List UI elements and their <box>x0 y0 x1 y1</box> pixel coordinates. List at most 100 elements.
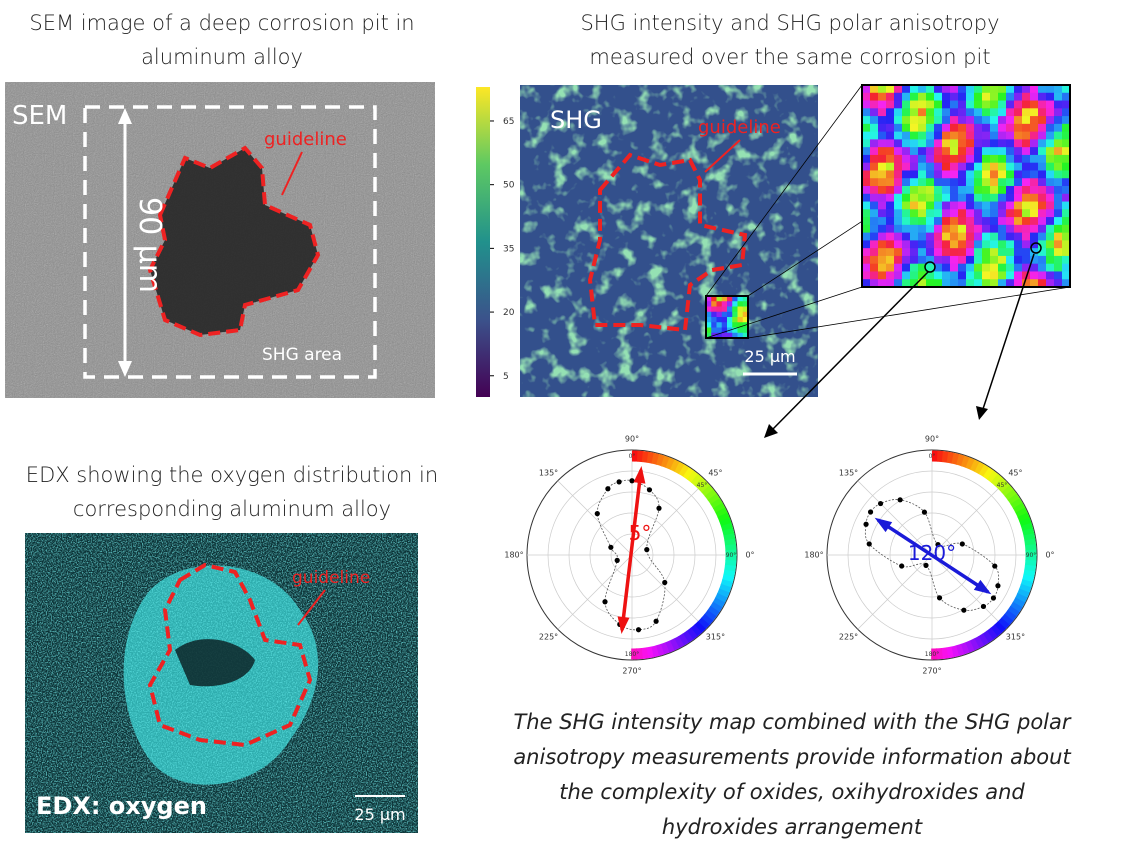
hue-ring <box>658 459 664 461</box>
patch <box>910 163 919 171</box>
patch <box>990 147 999 155</box>
hue-ring <box>701 621 705 625</box>
patch <box>711 307 717 313</box>
patch <box>910 178 919 186</box>
patch <box>878 225 887 233</box>
patch <box>878 132 887 140</box>
patch <box>1054 178 1063 186</box>
data-point <box>608 545 613 550</box>
patch <box>1022 217 1031 225</box>
patch <box>862 101 871 109</box>
patch <box>910 116 919 124</box>
patch <box>1006 139 1015 147</box>
patch <box>894 240 903 248</box>
patch <box>1022 116 1031 124</box>
hue-ring <box>657 649 663 651</box>
patch <box>894 217 903 225</box>
patch <box>1014 93 1023 101</box>
hue-ring <box>642 457 648 458</box>
patch <box>870 139 879 147</box>
patch <box>1022 85 1031 93</box>
patch <box>918 248 927 256</box>
patch <box>950 85 959 93</box>
patch <box>1054 240 1063 248</box>
patch <box>950 139 959 147</box>
hue-ring <box>967 463 973 465</box>
patch <box>886 217 895 225</box>
ring-label: 0° <box>929 453 936 460</box>
patch <box>1006 85 1015 93</box>
patch <box>982 256 991 264</box>
data-point <box>937 595 942 600</box>
patch <box>966 194 975 202</box>
patch <box>998 101 1007 109</box>
patch <box>878 248 887 256</box>
angle-label: 45° <box>1008 468 1022 477</box>
patch <box>1022 139 1031 147</box>
patch <box>870 155 879 163</box>
patch <box>910 194 919 202</box>
patch <box>966 155 975 163</box>
patch <box>886 163 895 171</box>
patch <box>910 108 919 116</box>
orientation-label: 120° <box>908 541 956 565</box>
patch <box>870 101 879 109</box>
hue-ring <box>729 570 730 576</box>
hue-ring <box>676 641 681 644</box>
patch <box>910 101 919 109</box>
patch <box>1038 170 1047 178</box>
patch <box>1014 233 1023 241</box>
patch <box>1030 101 1039 109</box>
caption: hydroxides arrangement <box>662 815 923 839</box>
patch <box>966 264 975 272</box>
patch <box>886 186 895 194</box>
angle-label: 0° <box>1045 551 1054 560</box>
patch <box>918 233 927 241</box>
patch <box>1022 240 1031 248</box>
patch <box>862 225 871 233</box>
patch <box>870 108 879 116</box>
hue-ring <box>722 590 724 596</box>
patch <box>934 209 943 217</box>
ring-label: 0° <box>629 453 636 460</box>
patch <box>886 155 895 163</box>
patch <box>870 264 879 272</box>
patch <box>1006 132 1015 140</box>
patch <box>870 147 879 155</box>
patch <box>1046 101 1055 109</box>
patch <box>998 271 1007 279</box>
scale-label: 25 µm <box>744 347 795 366</box>
patch <box>934 202 943 210</box>
patch <box>1038 233 1047 241</box>
patch <box>974 233 983 241</box>
patch <box>1022 225 1031 233</box>
patch <box>1038 108 1047 116</box>
patch <box>990 155 999 163</box>
patch <box>934 139 943 147</box>
caption: The SHG intensity map combined with the … <box>513 710 1071 734</box>
hue-ring <box>972 465 977 468</box>
patch <box>1014 178 1023 186</box>
patch <box>1030 178 1039 186</box>
patch <box>990 233 999 241</box>
patch <box>950 93 959 101</box>
patch <box>982 271 991 279</box>
patch <box>886 248 895 256</box>
hue-ring <box>724 586 726 592</box>
patch <box>918 85 927 93</box>
patch <box>1030 202 1039 210</box>
patch <box>910 264 919 272</box>
hue-ring <box>942 457 948 458</box>
patch <box>738 307 744 313</box>
patch <box>942 93 951 101</box>
patch <box>990 132 999 140</box>
patch <box>990 178 999 186</box>
patch <box>894 225 903 233</box>
patch <box>1054 101 1063 109</box>
patch <box>1030 194 1039 202</box>
patch <box>894 147 903 155</box>
scale-label: 25 µm <box>354 805 405 824</box>
patch <box>894 163 903 171</box>
patch <box>950 264 959 272</box>
patch <box>966 147 975 155</box>
